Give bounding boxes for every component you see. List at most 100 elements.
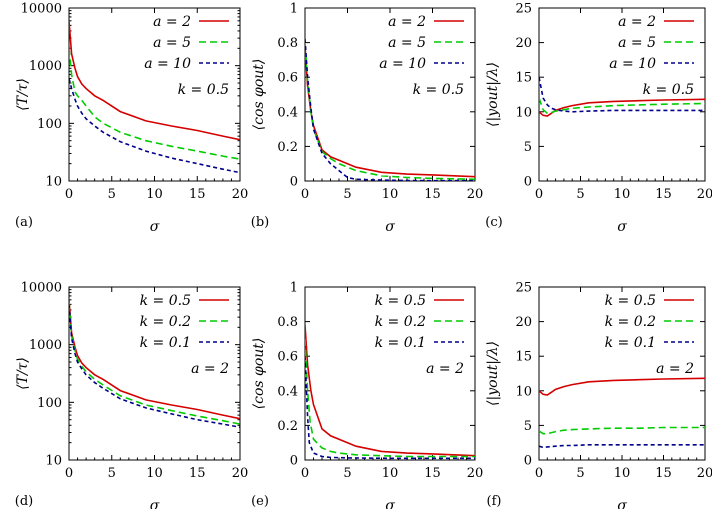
x-tick-label: 5 [108,466,116,481]
legend-label: k = 0.5 [605,293,656,309]
legend-label: k = 0.1 [605,335,656,351]
y-tick-label: 0.4 [277,105,298,120]
series-line-2 [69,48,240,160]
x-tick-label: 15 [424,466,441,481]
series-line-1 [69,20,240,141]
y-axis-label: ⟨T/τ⟩ [15,78,31,111]
legend-label: k = 0.1 [140,335,191,351]
x-tick-label: 15 [189,466,206,481]
panel-label: (a) [15,215,33,230]
x-tick-label: 15 [424,187,441,202]
x-tick-label: 10 [382,466,399,481]
x-tick-label: 5 [343,187,351,202]
legend-label: a = 10 [609,56,656,72]
x-tick-label: 20 [232,466,249,481]
y-axis-label: ⟨T/τ⟩ [15,357,31,390]
panel-1: 0 5 10 15 20 10 100 1000 10000 σ ⟨T/τ⟩ (a) a = 2 a = … [15,2,248,236]
legend-label: k = 0.2 [140,314,191,330]
x-tick-label: 20 [697,187,712,202]
legend-label: k = 0.2 [375,314,426,330]
y-axis-label: ⟨cos φout⟩ [251,59,267,131]
x-tick-label: 15 [655,187,672,202]
series-line-2 [305,338,475,458]
y-axis-label: ⟨|yout|/λ⟩ [485,62,501,127]
y-tick-label: 20 [515,36,532,51]
x-axis-label: σ [150,498,160,509]
x-tick-label: 10 [614,466,631,481]
x-tick-label: 15 [189,187,206,202]
x-tick-label: 20 [467,187,484,202]
x-axis-label: σ [385,219,395,235]
x-tick-label: 20 [232,187,249,202]
y-tick-label: 0.8 [277,36,298,51]
x-axis-label: σ [617,498,627,509]
x-tick-label: 10 [146,187,163,202]
y-tick-label: 10 [515,384,532,399]
x-tick-label: 0 [65,187,73,202]
x-tick-label: 10 [146,466,163,481]
x-tick-label: 0 [65,466,73,481]
y-tick-label: 0 [290,454,298,469]
y-tick-label: 10 [45,454,62,469]
x-tick-label: 5 [576,187,584,202]
y-tick-label: 0.4 [277,384,298,399]
parameter-note: k = 0.5 [178,82,229,98]
y-axis-label: ⟨|yout|/λ⟩ [485,341,501,406]
series-line-3 [305,356,475,460]
series-line-3 [69,304,240,428]
legend-label: k = 0.5 [375,293,426,309]
parameter-note: k = 0.5 [413,82,464,98]
series-line-1 [539,98,705,117]
legend-label: a = 5 [388,35,426,51]
y-tick-label: 5 [524,419,532,434]
x-tick-label: 0 [535,187,543,202]
legend-label: a = 10 [379,56,426,72]
x-tick-label: 5 [343,466,351,481]
legend-label: k = 0.5 [140,293,191,309]
panel-label: (b) [251,215,269,230]
y-tick-label: 5 [524,140,532,155]
panel-label: (d) [15,494,33,509]
y-tick-label: 10 [45,175,62,190]
series-line-2 [539,426,705,435]
series-line-3 [539,77,705,113]
legend-label: a = 2 [618,14,656,30]
y-tick-label: 20 [515,315,532,330]
panel-6: 0 5 10 15 20 0 5 10 15 20 25 σ ⟨|yout|/λ⟩ (f) k = 0.5 k… [485,281,712,509]
y-tick-label: 100 [37,117,62,132]
y-tick-label: 15 [515,350,532,365]
series-line-3 [539,443,705,449]
x-tick-label: 10 [382,187,399,202]
legend-label: a = 2 [153,14,191,30]
panel-5: 0 5 10 15 20 0 0.2 0.4 0.6 0.8 1 σ ⟨cos φout⟩ (e) k = … [251,281,483,509]
panel-4: 0 5 10 15 20 10 100 1000 10000 σ ⟨T/τ⟩ (d) k = 0.5 k … [15,281,249,509]
y-tick-label: 0 [290,175,298,190]
x-tick-label: 5 [108,187,116,202]
y-tick-label: 10000 [21,281,62,296]
parameter-note: k = 0.5 [643,82,694,98]
series-line-1 [305,325,475,457]
parameter-note: a = 2 [191,361,229,377]
y-tick-label: 0.2 [277,140,298,155]
x-axis-label: σ [617,219,627,235]
x-tick-label: 0 [535,466,543,481]
x-axis-label: σ [150,219,160,235]
panel-label: (f) [487,494,502,509]
panel-3: 0 5 10 15 20 0 5 10 15 20 25 σ ⟨|yout|/λ⟩ (c) a = 2 a =… [485,2,712,236]
series-line-3 [305,39,475,181]
y-tick-label: 1000 [29,59,62,74]
legend-label: a = 2 [388,14,426,30]
y-tick-label: 1 [290,281,298,296]
x-tick-label: 15 [655,466,672,481]
panel-label: (c) [485,215,502,230]
x-tick-label: 0 [301,187,309,202]
y-tick-label: 25 [515,281,532,296]
panel-label: (e) [251,494,269,509]
y-axis-label: ⟨cos φout⟩ [251,338,267,410]
y-tick-label: 0.8 [277,315,298,330]
series-line-2 [305,42,475,181]
parameter-note: a = 2 [426,361,464,377]
y-tick-label: 10000 [21,2,62,17]
x-tick-label: 20 [697,466,712,481]
